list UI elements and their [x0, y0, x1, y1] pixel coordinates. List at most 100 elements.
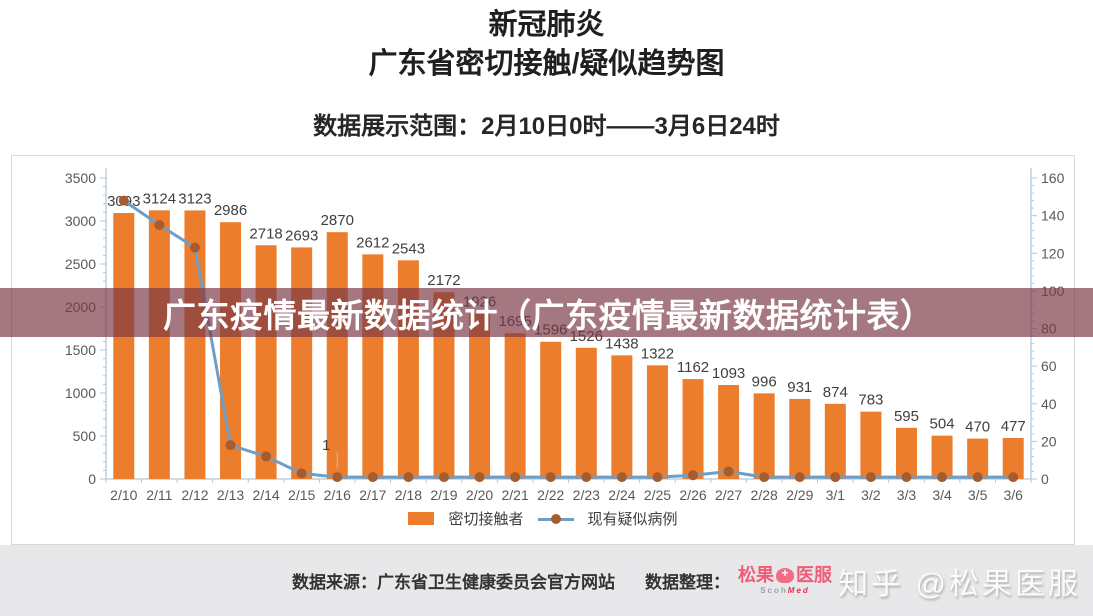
x-axis-label: 2/16: [324, 487, 351, 503]
line-marker-2/14: [261, 451, 272, 462]
right-axis-tick-label: 40: [1041, 396, 1057, 412]
bar-2/25: [646, 365, 668, 479]
bar-2/10: [113, 213, 135, 479]
headline-banner-text: 广东疫情最新数据统计（广东疫情最新数据统计表）: [163, 296, 934, 334]
x-axis-label: 2/17: [359, 487, 386, 503]
x-axis-label: 2/18: [395, 487, 422, 503]
zhihu-watermark: 知乎 @松果医服: [838, 568, 1081, 601]
line-marker-2/24: [616, 472, 627, 483]
x-axis-label: 3/2: [861, 487, 881, 503]
x-axis-label: 2/21: [502, 487, 529, 503]
trend-chart: 0500100015002000250030003500020406080100…: [65, 168, 1065, 503]
x-axis-label: 2/19: [430, 487, 457, 503]
left-axis-tick-label: 2500: [65, 256, 96, 272]
bar-value-label: 2986: [214, 202, 247, 219]
bar-2/29: [789, 398, 811, 479]
x-axis-label: 2/28: [751, 487, 778, 503]
x-axis-label: 2/15: [288, 487, 315, 503]
brand-logo-latin-gray: Scoh: [760, 586, 788, 595]
left-axis-tick-label: 1000: [65, 385, 96, 401]
bar-2/21: [504, 333, 526, 479]
left-axis-tick-label: 500: [73, 428, 97, 444]
data-source-label: 数据来源：广东省卫生健康委员会官方网站: [292, 573, 615, 592]
line-marker-2/25: [652, 472, 663, 483]
bar-value-label: 1438: [605, 335, 638, 352]
line-marker-2/21: [510, 472, 521, 483]
x-axis-label: 3/4: [932, 487, 952, 503]
bar-value-label: 3123: [178, 190, 211, 207]
right-axis-tick-label: 0: [1041, 471, 1049, 487]
bar-value-label: 2693: [285, 227, 318, 244]
x-axis-label: 2/12: [181, 487, 208, 503]
bar-3/6: [1002, 437, 1024, 479]
bar-2/28: [753, 393, 775, 479]
header: 新冠肺炎 广东省密切接触/疑似趋势图 数据展示范围：2月10日0时——3月6日2…: [0, 6, 1093, 141]
x-axis-label: 2/10: [110, 487, 137, 503]
line-marker-2/19: [438, 472, 449, 483]
data-editor-group: 数据整理： 松果 医服 ScohMed: [645, 566, 832, 595]
medical-cloud-icon: [776, 567, 794, 583]
bar-value-label: 2718: [249, 225, 282, 242]
bar-value-label: 1162: [677, 359, 709, 376]
right-axis-tick-label: 160: [1041, 170, 1065, 186]
bar-value-label: 2543: [392, 240, 425, 257]
line-marker-2/18: [403, 472, 414, 483]
line-marker-2/26: [688, 470, 699, 481]
bar-2/24: [611, 355, 633, 479]
line-marker-3/5: [972, 472, 983, 483]
bar-2/23: [575, 347, 597, 479]
x-axis-label: 2/23: [573, 487, 600, 503]
line-marker-3/3: [901, 472, 912, 483]
line-marker-2/11: [154, 220, 165, 231]
bar-value-label: 477: [1001, 418, 1026, 435]
right-axis-tick-label: 140: [1041, 208, 1065, 224]
chart-legend: 密切接触者 现有疑似病例: [12, 508, 1074, 529]
line-marker-3/4: [937, 472, 948, 483]
brand-logo-latin-red: Med: [787, 586, 810, 595]
bar-2/15: [291, 247, 313, 479]
left-axis-tick-label: 3000: [65, 213, 96, 229]
bar-2/11: [148, 210, 170, 479]
left-axis-tick-label: 3500: [65, 170, 96, 186]
bar-2/22: [540, 341, 562, 479]
bar-value-label: 2172: [427, 272, 460, 289]
bar-value-label: 1093: [712, 365, 745, 382]
bar-value-label: 595: [894, 408, 919, 425]
left-axis-tick-label: 1500: [65, 342, 96, 358]
line-marker-2/22: [545, 472, 556, 483]
bar-value-label: 3124: [143, 190, 176, 207]
line-marker-3/1: [830, 472, 841, 483]
line-marker-2/17: [367, 472, 378, 483]
line-marker-2/27: [723, 466, 734, 477]
date-range-subtitle: 数据展示范围：2月10日0时——3月6日24时: [313, 113, 780, 140]
bar-3/2: [860, 411, 882, 479]
bar-value-label: 2612: [356, 234, 389, 251]
line-marker-3/2: [865, 472, 876, 483]
bar-3/1: [824, 403, 846, 479]
bar-value-label: 2870: [321, 212, 354, 229]
headline-banner: 广东疫情最新数据统计（广东疫情最新数据统计表）: [0, 288, 1093, 337]
bar-2/19: [433, 292, 455, 479]
bar-2/14: [255, 245, 277, 479]
bar-value-label: 874: [823, 384, 848, 401]
right-axis-tick-label: 20: [1041, 433, 1057, 449]
chart-panel: 0500100015002000250030003500020406080100…: [11, 155, 1075, 545]
bar-2/26: [682, 379, 704, 479]
legend-bar-swatch-icon: [408, 512, 435, 525]
line-marker-2/10: [118, 195, 129, 206]
line-value-label: 1: [322, 437, 330, 454]
line-marker-2/15: [296, 468, 307, 479]
bar-3/3: [895, 427, 917, 479]
line-marker-2/23: [581, 472, 592, 483]
suspected-cases-line: [122, 199, 1014, 479]
x-axis-label: 2/26: [679, 487, 706, 503]
brand-logo-cn-left: 松果: [738, 565, 774, 585]
brand-logo-cn-right: 医服: [796, 565, 832, 585]
brand-logo: 松果 医服 ScohMed: [738, 566, 832, 595]
bar-value-label: 1322: [641, 345, 674, 362]
footer-credits: 数据来源：广东省卫生健康委员会官方网站 数据整理： 松果 医服 ScohMed: [292, 545, 832, 616]
legend-line-swatch-icon: [537, 513, 574, 525]
line-marker-2/28: [759, 472, 770, 483]
footer: 数据来源：广东省卫生健康委员会官方网站 数据整理： 松果 医服 ScohMed …: [0, 545, 1093, 616]
x-axis-label: 2/22: [537, 487, 564, 503]
